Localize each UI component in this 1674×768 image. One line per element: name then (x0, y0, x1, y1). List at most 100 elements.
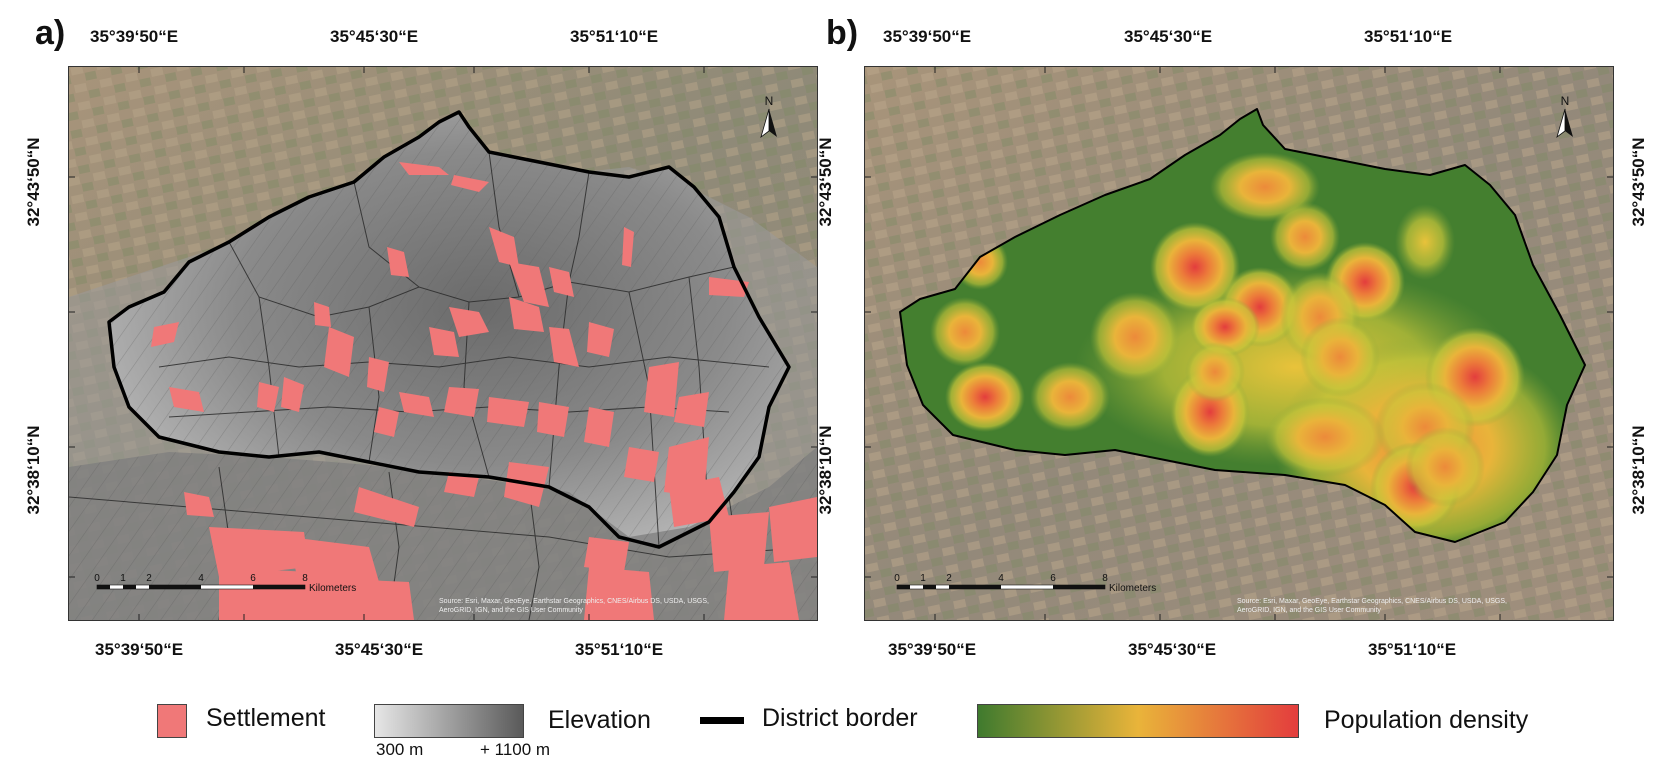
map-panel-a[interactable]: N 0 1 2 4 6 8 Kilometers Source: Esri, M… (68, 66, 818, 621)
settlement-patch (587, 322, 614, 357)
panel-b-top-tick-2: 35°45‘30“E (1124, 27, 1213, 46)
settlement-patch (584, 537, 629, 572)
settlement-patch (549, 327, 579, 367)
settlement-patch (184, 492, 214, 517)
scale-unit: Kilometers (1109, 583, 1156, 594)
settlement-patch (537, 402, 569, 437)
district-border-swatch (700, 717, 744, 724)
scale-label-4: 4 (998, 573, 1004, 584)
settlement-patch (674, 392, 709, 427)
settlement-patch (549, 267, 574, 297)
settlement-patch (281, 377, 304, 412)
panel-b-right-tick-1: 32°43‘50“N (1629, 137, 1648, 227)
scale-label-2: 2 (146, 573, 152, 584)
scale-label-0: 0 (894, 573, 900, 584)
scale-label-1: 1 (920, 573, 926, 584)
scale-unit: Kilometers (309, 583, 356, 594)
panel-a-bottom-tick-2: 35°45‘30“E (335, 640, 424, 659)
map-panel-b[interactable]: N 0 1 2 4 6 8 Kilometers Source: Esri, M… (864, 66, 1614, 621)
settlement-patch (509, 297, 544, 332)
settlement-patch (489, 227, 519, 267)
north-arrow-icon: N (760, 94, 777, 139)
panel-a-top-tick-2: 35°45‘30“E (330, 27, 419, 46)
settlement-patch (399, 392, 434, 417)
map-a-canvas: N 0 1 2 4 6 8 Kilometers Source: Esri, M… (69, 67, 817, 620)
graticule-ticks (865, 67, 1613, 620)
settlement-patch (444, 472, 479, 497)
scale-bar: 0 1 2 4 6 8 Kilometers (94, 573, 356, 594)
north-label: N (1561, 94, 1570, 108)
panel-a-top-tick-3: 35°51‘10“E (570, 27, 659, 46)
district-border-line (899, 108, 1586, 543)
attribution-line-2: AeroGRID, IGN, and the GIS User Communit… (1237, 607, 1381, 614)
settlement-patch (449, 307, 489, 337)
settlement-patch (324, 327, 354, 377)
attribution-line-2: AeroGRID, IGN, and the GIS User Communit… (439, 607, 583, 614)
settlement-patch (429, 327, 459, 357)
settlement-patch (289, 537, 379, 587)
subdistrict-borders (69, 151, 817, 620)
settlement-patch (354, 487, 419, 527)
settlement-swatch (157, 704, 187, 738)
panel-a-left-tick-2: 32°38‘10“N (24, 425, 43, 515)
scale-label-6: 6 (1050, 573, 1056, 584)
panel-b-left-tick-1: 32°43‘50“N (816, 137, 835, 227)
panel-a-bottom-tick-3: 35°51‘10“E (575, 640, 664, 659)
scale-label-1: 1 (120, 573, 126, 584)
settlement-patch (314, 302, 331, 327)
settlement-patch (387, 247, 409, 277)
district-border-line (107, 110, 791, 549)
settlement-patch (644, 362, 679, 417)
settlement-patch (509, 262, 549, 307)
settlement-patch (367, 357, 389, 392)
settlement-patch (151, 322, 179, 347)
scale-bar: 0 1 2 4 6 8 Kilometers (894, 573, 1156, 594)
panel-a-left-tick-1: 32°43‘50“N (24, 137, 43, 227)
settlement-patch (257, 382, 279, 412)
north-arrow-icon: N (1556, 94, 1573, 139)
settlement-patch (399, 162, 449, 175)
panel-b-left-tick-2: 32°38‘10“N (816, 425, 835, 515)
district-ridges (109, 112, 789, 547)
scale-label-8: 8 (1102, 573, 1108, 584)
scale-label-8: 8 (302, 573, 308, 584)
settlement-patch (709, 277, 749, 297)
district-border-label: District border (762, 704, 918, 732)
settlement-patch (209, 527, 309, 577)
settlement-layer (151, 162, 817, 620)
scale-label-6: 6 (250, 573, 256, 584)
map-b-canvas: N 0 1 2 4 6 8 Kilometers Source: Esri, M… (865, 67, 1613, 620)
settlement-patch (584, 407, 614, 447)
elevation-max-label: + 1100 m (480, 740, 551, 759)
panel-b-top-tick-3: 35°51‘10“E (1364, 27, 1453, 46)
elevation-min-label: 300 m (376, 740, 424, 759)
panel-a-label: a) (35, 14, 66, 52)
population-density-surface (900, 109, 1585, 542)
settlement-patch (374, 407, 399, 437)
scale-label-2: 2 (946, 573, 952, 584)
attribution-line-1: Source: Esri, Maxar, GeoEye, Earthstar G… (1237, 598, 1507, 605)
legend: Settlement 300 m + 1100 m Elevation Dist… (0, 696, 1674, 768)
attribution-line-1: Source: Esri, Maxar, GeoEye, Earthstar G… (439, 598, 709, 605)
settlement-patch (769, 497, 817, 562)
population-density-label: Population density (1324, 706, 1529, 734)
panel-b-right-tick-2: 32°38‘10“N (1629, 425, 1648, 515)
panel-b-bottom-tick-2: 35°45‘30“E (1128, 640, 1217, 659)
panel-b-top-tick-1: 35°39‘50“E (883, 27, 972, 46)
settlement-patch (709, 512, 769, 572)
panel-a-top-tick-1: 35°39‘50“E (90, 27, 179, 46)
settlement-patch (451, 175, 489, 192)
settlement-label: Settlement (206, 704, 326, 732)
north-label: N (765, 94, 774, 108)
panel-b-bottom-tick-1: 35°39‘50“E (888, 640, 977, 659)
panel-b-bottom-tick-3: 35°51‘10“E (1368, 640, 1457, 659)
scale-label-0: 0 (94, 573, 100, 584)
settlement-patch (299, 577, 414, 620)
settlement-patch (622, 227, 634, 267)
settlement-patch (219, 567, 314, 620)
settlement-patch (724, 562, 799, 620)
graticule-ticks (69, 67, 817, 620)
panel-b-label: b) (826, 14, 859, 52)
scale-label-4: 4 (198, 573, 204, 584)
settlement-patch (487, 397, 529, 427)
